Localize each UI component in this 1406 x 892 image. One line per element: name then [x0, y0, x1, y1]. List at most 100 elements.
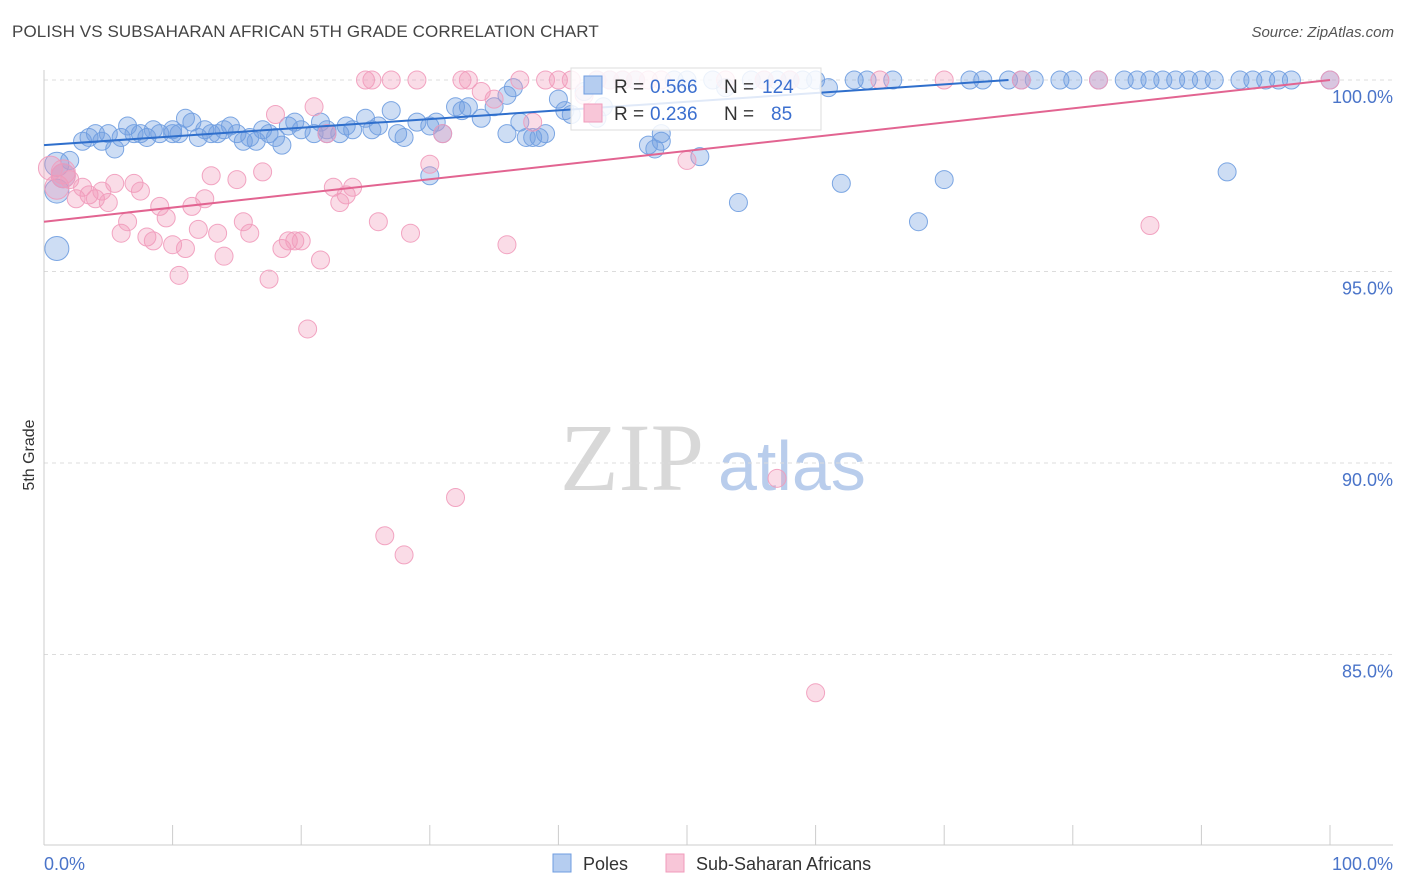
y-axis-label: 5th Grade	[21, 419, 38, 490]
point-1-82	[1011, 70, 1031, 90]
point-0-121	[1153, 70, 1173, 90]
point-1-43	[330, 193, 350, 213]
point-1-53	[407, 70, 427, 90]
point-0-25	[220, 116, 240, 136]
point-1-83	[1089, 70, 1109, 90]
legend-label-poles: Poles	[583, 854, 628, 874]
point-1-21	[175, 239, 195, 259]
point-0-124	[1230, 70, 1250, 90]
point-1-1	[44, 174, 70, 200]
point-1-31	[253, 162, 273, 182]
point-1-32	[259, 269, 279, 289]
point-0-61	[523, 127, 543, 147]
point-1-40	[310, 250, 330, 270]
point-0-45	[368, 116, 388, 136]
point-1-11	[111, 223, 131, 243]
point-1-17	[150, 196, 170, 216]
point-1-48	[368, 212, 388, 232]
stats-n-label-poles: N =	[724, 77, 754, 98]
point-1-46	[356, 70, 375, 90]
point-0-118	[973, 70, 993, 90]
point-1-84	[1140, 216, 1160, 236]
point-1-18	[156, 208, 176, 228]
point-1-77	[767, 468, 787, 488]
trendline-0	[43, 79, 1009, 147]
legend-label-africans: Sub-Saharan Africans	[696, 854, 871, 874]
point-1-28	[227, 170, 247, 190]
trendline-1	[43, 79, 1331, 223]
chart-title: POLISH VS SUBSAHARAN AFRICAN 5TH GRADE C…	[12, 22, 599, 41]
point-1-23	[188, 219, 208, 239]
x-tick-label-end: 100.0%	[1332, 854, 1393, 874]
series-1	[37, 70, 1340, 703]
point-1-13	[124, 173, 144, 193]
point-0-116	[818, 78, 838, 98]
point-0-9	[111, 127, 131, 147]
point-1-12	[118, 212, 138, 232]
point-1-55	[433, 124, 453, 144]
point-0-57	[484, 97, 504, 117]
stats-r-label-africans: R =	[614, 104, 644, 125]
point-1-14	[130, 181, 150, 201]
y-tick-label-2: 90.0%	[1342, 470, 1393, 490]
point-1-57	[452, 70, 472, 90]
point-1-33	[265, 104, 285, 124]
point-1-74	[677, 150, 697, 170]
point-1-25	[201, 166, 221, 186]
watermark-zip: ZIP	[560, 404, 704, 511]
point-0-95	[1063, 70, 1083, 90]
y-tick-label-0: 100.0%	[1332, 87, 1393, 107]
point-1-56	[446, 487, 466, 507]
point-1-62	[510, 70, 530, 90]
point-0-35	[285, 112, 305, 132]
y-tick-label-3: 85.0%	[1342, 662, 1393, 682]
legend: Poles Sub-Saharan Africans	[552, 853, 871, 874]
stats-n-label-africans: N =	[724, 104, 754, 125]
point-0-36	[291, 120, 311, 140]
point-0-49	[407, 112, 427, 132]
y-tick-label-1: 95.0%	[1342, 279, 1393, 299]
point-0-122	[1179, 70, 1199, 90]
point-1-86	[50, 163, 76, 189]
gridlines	[44, 79, 1393, 655]
point-1-5	[73, 177, 93, 197]
point-0-0	[44, 151, 70, 177]
point-0-123	[1204, 70, 1224, 90]
point-1-41	[317, 124, 337, 144]
point-0-81	[728, 193, 748, 213]
point-0-126	[1281, 70, 1301, 90]
point-0-32	[265, 127, 285, 147]
point-1-52	[401, 223, 421, 243]
stats-swatch-poles	[583, 75, 603, 95]
point-1-16	[143, 231, 163, 251]
stats-r-value-poles: 0.566	[650, 77, 698, 98]
stats-n-value-poles: 124	[762, 77, 794, 98]
axes	[43, 70, 1393, 846]
source-credit: Source: ZipAtlas.com	[1251, 24, 1394, 41]
point-1-7	[85, 189, 105, 209]
point-1-20	[169, 265, 189, 285]
point-1-30	[240, 223, 260, 243]
point-0-120	[1127, 70, 1147, 90]
stats-box-frame	[570, 67, 822, 131]
y-tick-labels: 100.0% 95.0% 90.0% 85.0%	[1332, 87, 1393, 682]
point-1-39	[304, 97, 324, 117]
point-1-54	[420, 154, 440, 174]
point-0-75	[651, 131, 671, 151]
point-0-64	[548, 89, 568, 109]
point-0-105	[44, 236, 70, 262]
point-0-86	[831, 173, 851, 193]
stats-box: R = 0.566 N = 124 R = 0.236 N = 85	[570, 67, 822, 131]
point-0-90	[934, 170, 954, 190]
watermark-atlas: atlas	[718, 427, 866, 505]
point-1-58	[458, 70, 478, 90]
point-1-19	[163, 235, 183, 255]
point-1-49	[375, 526, 395, 546]
series-layer	[37, 70, 1340, 703]
point-0-110	[497, 85, 517, 105]
point-0-104	[1217, 162, 1237, 182]
point-0-20	[188, 127, 208, 147]
point-0-78	[690, 147, 710, 167]
point-1-80	[870, 70, 890, 90]
